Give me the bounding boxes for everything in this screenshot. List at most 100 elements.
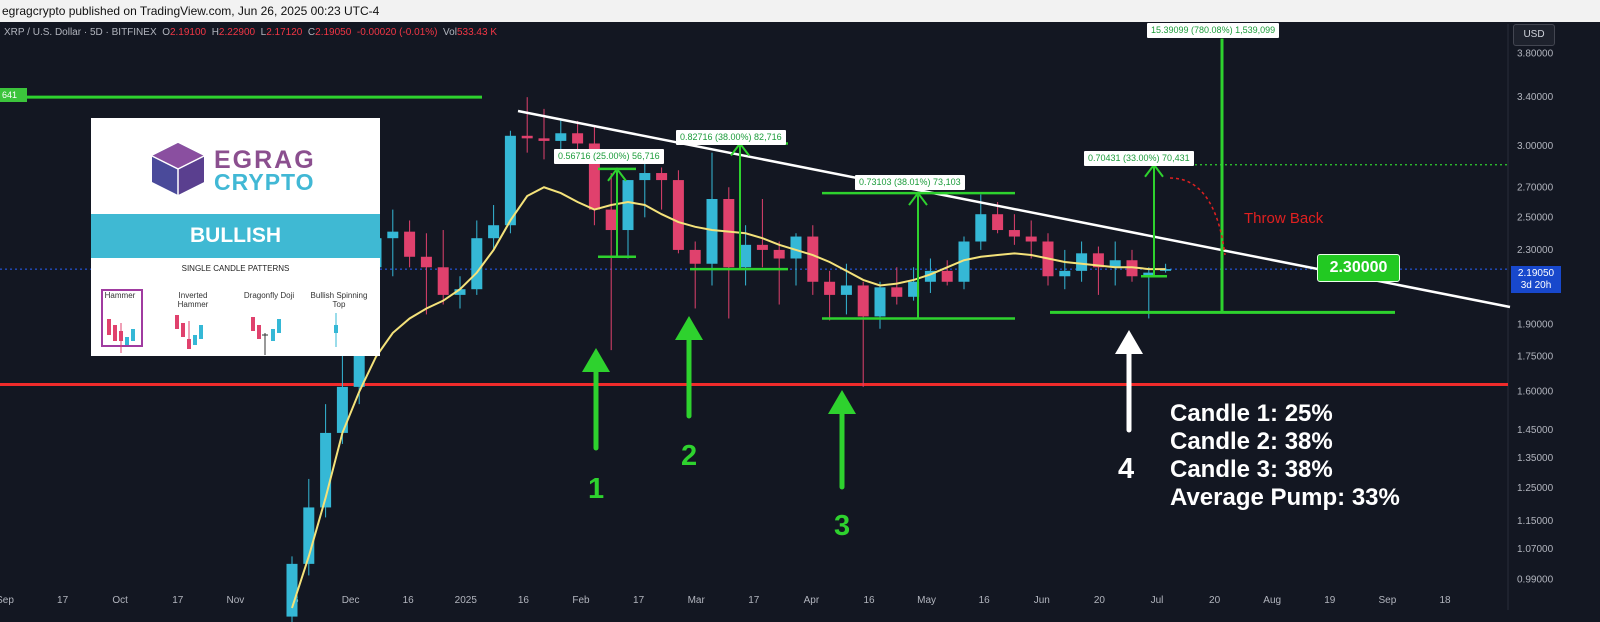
pattern-spinning-top-label: Bullish Spinning Top [310, 291, 368, 309]
price-tick-label: 2.30000 [1517, 245, 1554, 256]
candle-body [1143, 272, 1155, 277]
time-tick-label: Nov [227, 595, 245, 606]
time-tick-label: Jul [1151, 595, 1164, 606]
candle-body [404, 231, 416, 257]
measure-arrow-head [607, 167, 627, 182]
candle-body [840, 285, 852, 295]
candle-body [504, 135, 516, 226]
price-tick-label: 1.45000 [1517, 425, 1554, 436]
candle-body [672, 180, 684, 250]
up-arrow-2 [675, 316, 703, 419]
time-tick-label: 19 [1324, 595, 1336, 606]
candle-body [740, 244, 752, 268]
current-price-countdown: 3d 20h [1520, 280, 1552, 291]
time-tick-label: Oct [112, 595, 128, 606]
measure-label-projection: 15.39099 (780.08%) 1,539,099 [1147, 23, 1280, 38]
candle-body [471, 238, 483, 290]
volume-label: Vol [443, 27, 457, 38]
candle-body [656, 173, 668, 181]
candle-body [756, 244, 768, 250]
pattern-inverted-hammer-label: Inverted Hammer [177, 291, 209, 309]
candle-body [572, 133, 584, 144]
price-tick-label: 1.35000 [1517, 453, 1554, 464]
high-value: 2.22900 [218, 27, 256, 38]
change-value: -0.00020 (-0.01%) [356, 27, 438, 38]
measure-bracket-3 [822, 191, 1015, 320]
summary-line-candle-1: Candle 1: 25% [1170, 400, 1333, 427]
logo-word-egrag: EGRAG [214, 146, 316, 174]
current-price-value: 2.19050 [1517, 268, 1555, 279]
candle-body [488, 225, 500, 239]
patterns-title: SINGLE CANDLE PATTERNS [181, 264, 290, 273]
candle-body [1008, 230, 1020, 237]
time-tick-label: 2025 [455, 595, 478, 606]
candle-body [706, 199, 718, 264]
price-tick-label: 1.15000 [1517, 516, 1554, 527]
candle-body [992, 214, 1004, 231]
price-tick-label: 1.60000 [1517, 387, 1554, 398]
time-tick-label: 20 [1209, 595, 1221, 606]
summary-line-candle-2: Candle 2: 38% [1170, 428, 1333, 455]
candle-body [958, 241, 970, 282]
close-value: 2.19050 [315, 27, 352, 38]
candle-body [437, 267, 449, 295]
time-tick-label: 16 [518, 595, 530, 606]
summary-line-candle-3: Candle 3: 38% [1170, 456, 1333, 483]
logo-panel: EGRAG CRYPTO BULLISH SINGLE CANDLE PATTE… [91, 118, 380, 356]
symbol-legend[interactable]: XRP / U.S. Dollar · 5D · BITFINEX O2.191… [4, 27, 497, 38]
candle-body [1059, 270, 1071, 277]
measure-label-4: 0.70431 (33.00%) 70,431 [1084, 151, 1194, 166]
candle-body [336, 386, 348, 433]
candle-body [924, 270, 936, 282]
candle-body [286, 563, 298, 617]
time-tick-label: Jun [1034, 595, 1050, 606]
candle-body [303, 507, 315, 564]
logo-cube-icon [151, 143, 205, 195]
candle-body [857, 285, 869, 317]
currency-button[interactable]: USD [1513, 24, 1555, 46]
time-axis: Sep 17 Oct 17 Nov 16 Dec 16 2025 16 Feb 17 Mar 17 Apr 1… [0, 595, 1451, 606]
measure-arrow-head [908, 191, 928, 206]
candle-body [891, 287, 903, 297]
candle-body [908, 281, 920, 297]
price-tick-label: 2.50000 [1517, 212, 1554, 223]
low-label: L [260, 27, 267, 38]
high-label: H [211, 27, 219, 38]
candle-body [639, 173, 651, 181]
candle-body [521, 135, 533, 139]
bullish-banner: BULLISH [91, 214, 380, 258]
candles [286, 97, 1172, 622]
candle-body [773, 249, 785, 259]
up-arrow-1 [582, 348, 610, 451]
hammer-mini-candles [107, 319, 135, 353]
time-tick-label: Sep [0, 595, 14, 606]
throwback-curve [1169, 177, 1226, 256]
price-tick-label: 3.80000 [1517, 49, 1554, 60]
candle-body [689, 249, 701, 264]
current-price-badge: 2.19050 3d 20h [1511, 266, 1561, 293]
candle-body [454, 289, 466, 295]
inverted-hammer-mini-candles [175, 315, 203, 349]
measure-label-1: 0.56716 (25.00%) 56,716 [554, 149, 664, 164]
price-tick-label: 2.70000 [1517, 182, 1554, 193]
price-tick-label: 1.75000 [1517, 352, 1554, 363]
price-tick-label: 1.07000 [1517, 544, 1554, 555]
time-tick-label: 18 [1439, 595, 1451, 606]
low-value: 2.17120 [266, 27, 303, 38]
candle-body [1076, 253, 1088, 271]
measure-bracket-4 [1141, 163, 1167, 278]
candle-body [588, 143, 600, 210]
time-tick-label: Sep [1379, 595, 1397, 606]
time-tick-label: 17 [633, 595, 645, 606]
price-tick-label: 3.40000 [1517, 92, 1554, 103]
hammer-highlight-box [101, 289, 143, 347]
candle-body [975, 214, 987, 242]
arrow-number-3: 3 [834, 510, 851, 542]
measure-bracket-1 [598, 167, 636, 259]
logo-word-crypto: CRYPTO [214, 169, 315, 195]
time-tick-label: Mar [688, 595, 706, 606]
candle-body [555, 133, 567, 141]
price-tick-label: 1.25000 [1517, 483, 1554, 494]
